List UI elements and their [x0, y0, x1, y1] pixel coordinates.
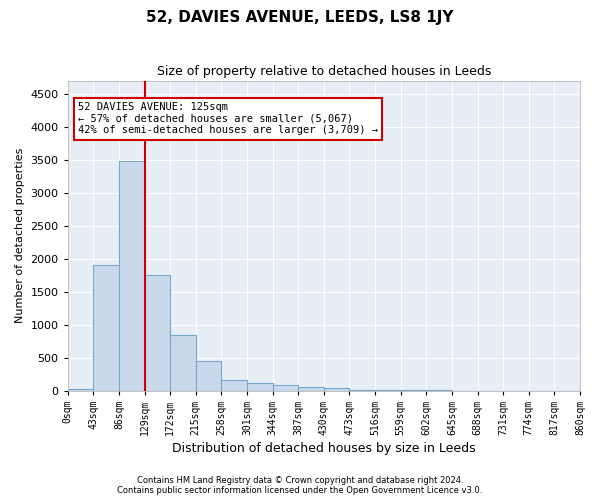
Bar: [272, 385, 298, 391]
Bar: [170, 334, 196, 391]
Bar: [247, 383, 272, 391]
Bar: [349, 390, 375, 391]
Bar: [119, 161, 145, 391]
Bar: [298, 388, 324, 391]
Bar: [196, 361, 221, 391]
Text: 52, DAVIES AVENUE, LEEDS, LS8 1JY: 52, DAVIES AVENUE, LEEDS, LS8 1JY: [146, 10, 454, 25]
Bar: [324, 388, 349, 391]
Text: 52 DAVIES AVENUE: 125sqm
← 57% of detached houses are smaller (5,067)
42% of sem: 52 DAVIES AVENUE: 125sqm ← 57% of detach…: [78, 102, 378, 136]
Bar: [145, 274, 170, 391]
X-axis label: Distribution of detached houses by size in Leeds: Distribution of detached houses by size …: [172, 442, 476, 455]
Bar: [375, 390, 401, 391]
Title: Size of property relative to detached houses in Leeds: Size of property relative to detached ho…: [157, 65, 491, 78]
Bar: [94, 266, 119, 391]
Y-axis label: Number of detached properties: Number of detached properties: [15, 148, 25, 324]
Text: Contains HM Land Registry data © Crown copyright and database right 2024.
Contai: Contains HM Land Registry data © Crown c…: [118, 476, 482, 495]
Bar: [221, 380, 247, 391]
Bar: [68, 389, 94, 391]
